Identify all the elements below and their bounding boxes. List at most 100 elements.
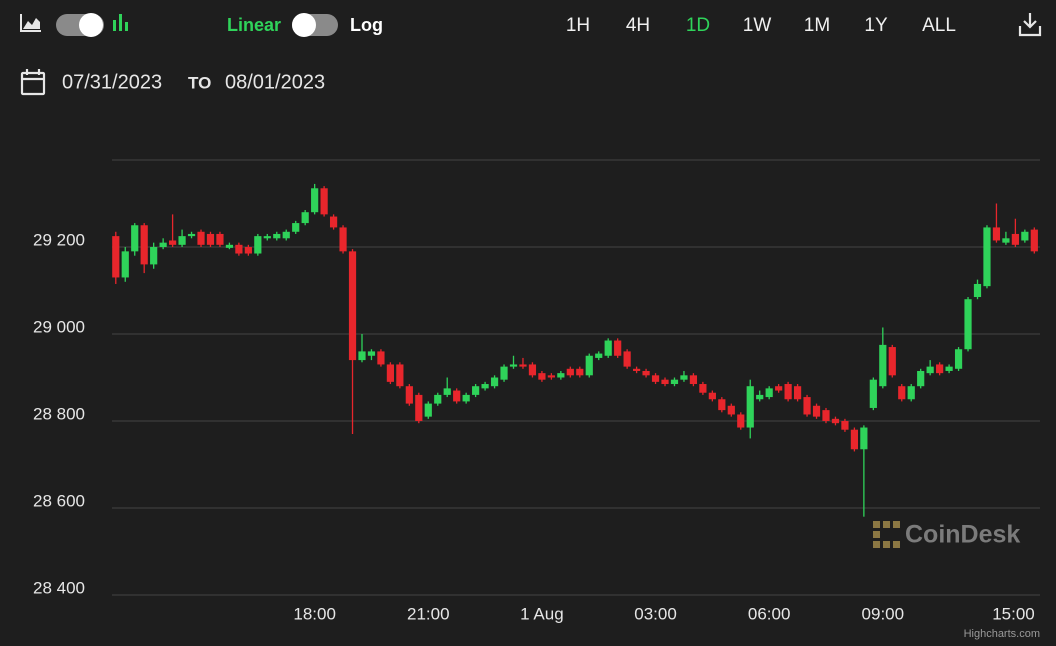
candle-body: [888, 347, 896, 376]
calendar-icon[interactable]: [20, 69, 46, 96]
candle-body: [898, 386, 906, 400]
scale-toggle[interactable]: [292, 13, 338, 37]
candle-body: [595, 353, 603, 358]
candle-body: [812, 405, 821, 417]
candle-body: [140, 225, 148, 265]
candle-body: [131, 225, 139, 252]
candle-body: [983, 227, 991, 287]
candle-body: [235, 244, 243, 254]
credit[interactable]: Highcharts.com: [964, 628, 1040, 640]
candle-body: [642, 370, 650, 376]
candle-body: [178, 236, 186, 245]
candle-body: [424, 403, 432, 417]
candle-body: [1002, 238, 1010, 243]
candle-body: [282, 231, 290, 239]
watermark-text: CoinDesk: [905, 521, 1020, 549]
candle-body: [689, 375, 698, 385]
candle-body: [405, 386, 413, 404]
candle-body: [604, 340, 612, 356]
candle-body: [945, 366, 953, 371]
candle-body: [841, 421, 849, 430]
candle-body: [756, 394, 764, 400]
candle-body: [216, 233, 224, 245]
date-to[interactable]: 08/01/2023: [225, 71, 325, 93]
x-tick-label: 1 Aug: [520, 604, 564, 623]
candle-body: [348, 251, 357, 361]
candle-body: [765, 388, 773, 398]
candle-body: [699, 384, 707, 393]
candle-body: [727, 405, 735, 415]
range-button[interactable]: 1H: [566, 15, 590, 36]
candle-body: [661, 379, 669, 385]
range-button[interactable]: 1M: [804, 15, 830, 36]
candle-body: [992, 227, 1001, 241]
candle-body: [301, 212, 309, 224]
candle-body: [1021, 231, 1029, 241]
candle-body: [1011, 233, 1019, 245]
bar-icon[interactable]: [113, 14, 128, 31]
candle-body: [443, 388, 451, 395]
candle-body: [784, 384, 792, 400]
candle-body: [793, 386, 802, 400]
candle-body: [377, 351, 385, 365]
candle-body: [434, 394, 442, 404]
x-tick-label: 21:00: [407, 604, 450, 623]
candle-body: [358, 351, 366, 361]
candle-body: [557, 373, 565, 378]
candle-body: [547, 375, 555, 378]
y-tick-label: 28 600: [33, 491, 85, 510]
scale-log[interactable]: Log: [350, 15, 383, 35]
candle-body: [954, 349, 963, 369]
candle-body: [917, 370, 925, 387]
download-icon[interactable]: [1018, 13, 1042, 37]
candle-body: [907, 386, 915, 400]
x-tick-label: 06:00: [748, 604, 791, 623]
candle-body: [273, 233, 281, 239]
y-tick-label: 28 800: [33, 404, 85, 423]
chart-type-toggle[interactable]: [56, 13, 104, 37]
candle-body: [197, 231, 205, 245]
candle-body: [169, 240, 177, 245]
candle-body: [396, 364, 404, 387]
candle-body: [737, 414, 745, 428]
candle-body: [718, 399, 726, 411]
candle-body: [633, 368, 641, 371]
area-icon[interactable]: [20, 14, 41, 32]
candle-body: [1030, 229, 1038, 252]
candle-body: [339, 227, 347, 252]
date-from[interactable]: 07/31/2023: [62, 71, 162, 93]
candle-body: [329, 216, 338, 228]
range-button[interactable]: 4H: [626, 15, 650, 36]
date-separator: TO: [188, 73, 211, 92]
candle-body: [462, 394, 470, 402]
candle-body: [614, 340, 622, 356]
candle-body: [481, 384, 489, 389]
candle-body: [822, 410, 830, 421]
candle-body: [850, 429, 858, 450]
candle-body: [964, 299, 972, 350]
candle-body: [112, 236, 120, 278]
range-button[interactable]: 1Y: [864, 15, 888, 36]
candle-body: [926, 366, 934, 374]
candle-body: [367, 351, 376, 356]
candle-body: [500, 366, 508, 380]
candle-body: [623, 351, 631, 367]
x-tick-label: 03:00: [634, 604, 677, 623]
candle-body: [453, 390, 461, 402]
candle-body: [263, 236, 271, 239]
range-button[interactable]: ALL: [922, 15, 956, 36]
scale-linear[interactable]: Linear: [227, 15, 281, 35]
candle-body: [159, 242, 167, 247]
candle-body: [936, 364, 944, 374]
x-tick-label: 15:00: [992, 604, 1035, 623]
candle-body: [320, 188, 328, 215]
candle-body: [708, 392, 716, 400]
candle-body: [670, 379, 679, 385]
candle-body: [490, 377, 499, 387]
range-button[interactable]: 1W: [743, 15, 772, 36]
candle-body: [973, 283, 982, 298]
range-button[interactable]: 1D: [686, 15, 710, 36]
candle-body: [528, 364, 537, 376]
candle-body: [519, 364, 527, 367]
